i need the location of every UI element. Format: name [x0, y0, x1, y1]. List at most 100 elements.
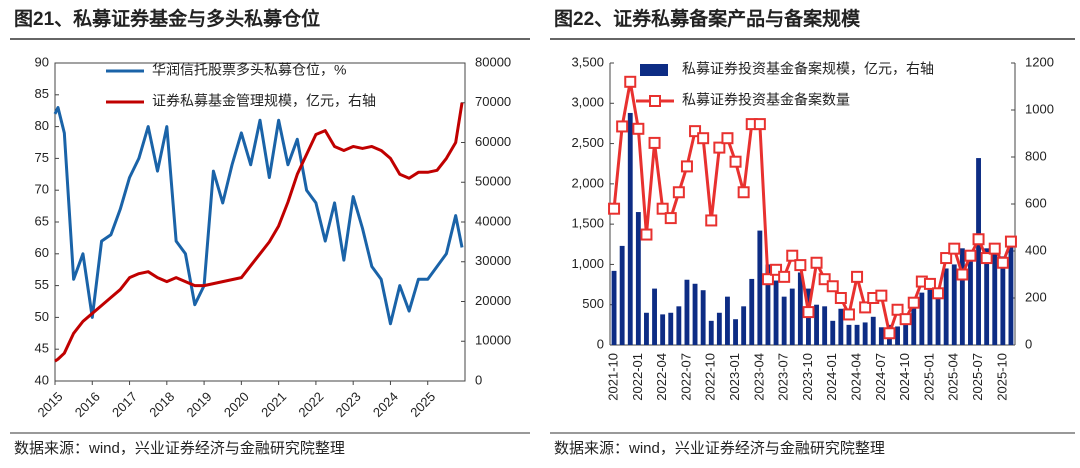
line-marker: [664, 212, 677, 225]
bar: [741, 306, 747, 345]
y-tick-label: 200: [1025, 289, 1047, 304]
y-tick-label: 20000: [475, 293, 511, 308]
y-tick-label: 1000: [1025, 101, 1054, 116]
legend-label: 证券私募基金管理规模，亿元，右轴: [152, 93, 376, 109]
line-marker: [640, 228, 653, 241]
x-tick-label: 2021-10: [605, 353, 620, 401]
bar: [773, 280, 779, 345]
bar: [870, 316, 876, 345]
line-marker: [948, 242, 961, 255]
line-marker: [632, 122, 645, 135]
y-tick-label: 40000: [475, 213, 511, 228]
y-tick-label: 60: [35, 245, 49, 260]
x-tick-label: 2023-10: [800, 353, 815, 401]
legend-label: 私募证券投资基金备案规模，亿元，右轴: [682, 61, 934, 77]
bar: [951, 264, 957, 345]
bar: [943, 268, 949, 345]
line-marker: [648, 136, 661, 149]
y-tick-label: 10000: [475, 333, 511, 348]
y-tick-label: 0: [475, 372, 482, 387]
line-marker: [608, 202, 621, 215]
line-marker: [923, 277, 936, 290]
y-tick-label: 45: [35, 341, 49, 356]
y-tick-label: 90: [35, 54, 49, 69]
x-tick-label: 2024-01: [824, 353, 839, 401]
bar: [919, 292, 925, 345]
bar: [976, 158, 981, 345]
x-tick-label: 2020: [221, 389, 252, 420]
x-tick-label: 2022-07: [678, 353, 693, 401]
bar: [797, 272, 803, 345]
line-marker: [721, 132, 734, 145]
line-marker: [972, 233, 985, 246]
line-marker: [826, 280, 839, 293]
x-tick-label: 2023: [333, 389, 364, 420]
legend-marker: [649, 95, 661, 107]
line-marker: [656, 202, 669, 215]
line-marker: [834, 292, 847, 304]
y-tick-label: 1,000: [571, 256, 604, 271]
bar: [927, 288, 933, 345]
x-tick-label: 2017: [109, 389, 140, 420]
x-tick-label: 2022-01: [630, 353, 645, 401]
line-marker: [818, 273, 831, 286]
line-marker: [988, 242, 1001, 255]
line-marker: [964, 249, 977, 262]
line-marker: [940, 252, 953, 265]
line-marker: [689, 125, 702, 138]
line-marker: [802, 306, 815, 319]
bar: [757, 230, 763, 345]
line-marker: [624, 75, 637, 88]
line-marker: [729, 155, 742, 168]
y-tick-label: 65: [35, 213, 49, 228]
bar: [635, 212, 641, 345]
bar: [781, 296, 787, 345]
line-marker: [680, 160, 693, 173]
line-marker: [851, 270, 864, 283]
bar: [652, 288, 657, 345]
y-tick-label: 50000: [475, 174, 511, 189]
bar: [619, 245, 625, 345]
line-marker: [996, 256, 1009, 269]
y-tick-label: 50: [35, 309, 49, 324]
legend-label: 华润信托股票多头私募仓位，%: [152, 62, 346, 78]
x-tick-label: 2023-01: [727, 353, 742, 401]
x-tick-label: 2019: [184, 389, 215, 420]
x-tick-label: 2023-04: [751, 353, 766, 401]
bar: [789, 288, 795, 345]
bar: [700, 290, 706, 345]
y-tick-label: 1,500: [571, 216, 604, 231]
line-marker: [980, 252, 993, 265]
chart-title: 图22、证券私募备案产品与备案规模: [554, 7, 861, 30]
line-marker: [1004, 235, 1017, 248]
bar: [911, 304, 917, 345]
y-tick-label: 55: [35, 277, 49, 292]
y-tick-label: 30000: [475, 253, 511, 268]
y-tick-label: 70000: [475, 94, 511, 109]
bar: [1008, 244, 1014, 345]
line-marker: [956, 268, 969, 281]
bar: [668, 312, 674, 345]
x-tick-label: 2024-04: [848, 353, 863, 401]
bar: [830, 320, 836, 345]
y-tick-label: 80: [35, 118, 49, 133]
series-line: [54, 102, 464, 363]
series-line: [53, 106, 464, 326]
line-marker: [842, 308, 855, 321]
line-marker: [705, 214, 718, 227]
bar: [627, 112, 633, 345]
y-tick-label: 70: [35, 182, 49, 197]
line-marker: [697, 132, 710, 145]
line-marker: [883, 327, 896, 340]
x-tick-label: 2024-10: [897, 353, 912, 401]
x-tick-label: 2025-07: [970, 353, 985, 401]
bar: [822, 306, 828, 345]
x-tick-label: 2015: [34, 389, 65, 420]
y-tick-label: 2,500: [571, 135, 604, 150]
bar: [644, 312, 649, 345]
x-tick-label: 2025-01: [921, 353, 936, 401]
y-tick-label: 40: [35, 372, 49, 387]
y-tick-label: 500: [582, 296, 604, 311]
source-note: 数据来源：wind，兴业证券经济与金融研究院整理: [554, 439, 885, 457]
